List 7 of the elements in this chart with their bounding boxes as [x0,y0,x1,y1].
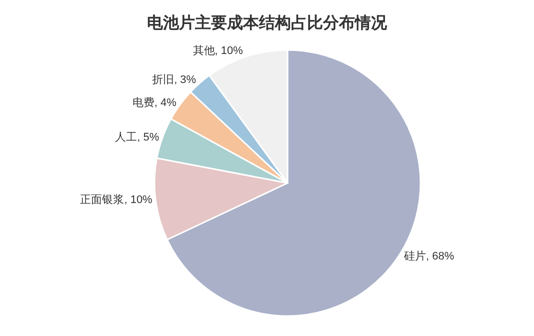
chart-title: 电池片主要成本结构占比分布情况 [147,13,388,32]
slice-label: 正面银浆, 10% [80,194,153,206]
slice-label: 折旧, 3% [152,73,196,86]
slice-label: 其他, 10% [192,44,244,58]
slice-label: 电费, 4% [132,96,177,110]
slice-label: 人工, 5% [115,131,160,144]
slice-label: 硅片, 68% [403,250,454,263]
